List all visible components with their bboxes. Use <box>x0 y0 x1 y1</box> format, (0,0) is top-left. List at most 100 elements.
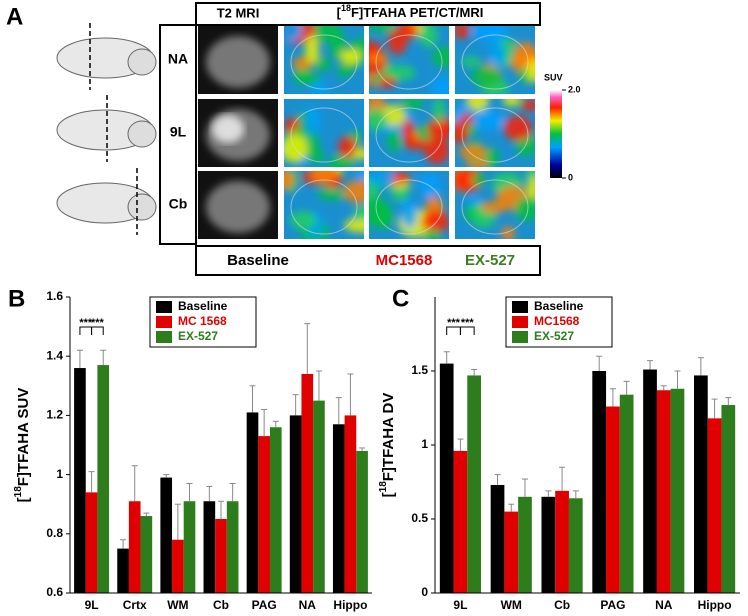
mri-brain <box>206 36 270 88</box>
pet-blob <box>339 49 363 65</box>
legend-swatch <box>512 301 528 313</box>
cerebellum <box>127 193 157 221</box>
x-tick-label: 9L <box>453 598 467 612</box>
bar <box>332 424 345 593</box>
pet-blob <box>455 122 469 144</box>
error-bar <box>521 478 528 497</box>
pet-blob <box>419 173 440 198</box>
pet-blob <box>387 28 408 55</box>
header-box <box>195 2 541 26</box>
error-bar <box>88 471 95 493</box>
error-bar <box>76 349 83 369</box>
pet-blob <box>357 171 364 180</box>
pet-blob <box>432 99 445 124</box>
pet-blob <box>304 106 321 136</box>
error-bar <box>457 438 464 451</box>
bar <box>140 516 153 593</box>
error-bar <box>272 420 279 428</box>
pet-blob <box>489 40 505 69</box>
error-bar <box>174 503 181 540</box>
bar <box>269 427 282 593</box>
condition-box <box>195 245 541 276</box>
bar <box>313 400 325 593</box>
row-label: 9L <box>170 124 187 140</box>
bar <box>619 394 634 593</box>
legend-swatch <box>156 331 172 343</box>
error-bar <box>359 447 366 451</box>
error-bar <box>508 503 515 512</box>
error-bar <box>261 408 268 437</box>
image-cell <box>369 99 449 167</box>
skull-outline <box>461 107 529 163</box>
x-tick-label: Hippo <box>333 598 367 612</box>
panel-label: C <box>392 285 409 312</box>
bar <box>555 490 569 593</box>
bar <box>568 498 583 593</box>
image-cell <box>284 26 364 94</box>
y-tick-label: 1.5 <box>411 363 428 377</box>
error-bar <box>249 385 256 413</box>
error-bar <box>443 351 450 364</box>
skull-outline <box>375 179 443 235</box>
error-bar <box>494 474 501 485</box>
error-bar <box>559 466 566 491</box>
image-cell <box>455 99 535 167</box>
y-tick-label: 0 <box>421 585 428 599</box>
error-bar <box>335 397 342 425</box>
skull-outline <box>375 107 443 163</box>
bar <box>85 492 98 593</box>
colorbar <box>550 90 562 178</box>
pet-blob <box>472 110 504 130</box>
error-bar <box>131 465 138 502</box>
pet-blob <box>401 118 415 142</box>
y-tick-label: 1 <box>421 437 428 451</box>
pet-blob <box>470 203 483 219</box>
pet-blob <box>327 156 355 167</box>
error-bar <box>120 539 127 549</box>
legend-label: EX-527 <box>534 329 574 343</box>
pet-blob <box>527 176 535 202</box>
pet-blob <box>289 211 317 230</box>
pet-blob <box>471 172 486 187</box>
error-bar <box>596 355 603 371</box>
pet-blob <box>526 59 535 83</box>
pet-blob <box>514 196 535 222</box>
image-cell <box>455 26 535 94</box>
bar <box>467 375 482 593</box>
pet-blob <box>430 76 449 94</box>
significance-bracket <box>459 326 475 335</box>
error-bar <box>100 349 107 366</box>
image-grid <box>198 26 535 239</box>
x-tick-label: Hippo <box>698 598 732 612</box>
bar <box>301 373 314 593</box>
skull-outline <box>461 179 529 235</box>
error-bar <box>647 360 654 370</box>
skull-outline <box>375 34 443 90</box>
pet-blob <box>478 201 507 214</box>
pet-blob <box>369 53 389 64</box>
error-bar <box>304 323 311 374</box>
colorbar-label: SUV <box>544 72 563 82</box>
y-tick-label: 0.6 <box>46 585 63 599</box>
bar <box>670 388 685 593</box>
pet-blob <box>520 99 535 111</box>
error-bar <box>163 474 170 478</box>
legend-swatch <box>156 301 172 313</box>
image-cell <box>198 171 278 239</box>
y-axis-label: [18F]TFAHA SUV <box>13 388 32 503</box>
pet-blobs <box>455 171 535 239</box>
legend-swatch <box>512 331 528 343</box>
panel-label: B <box>8 285 25 312</box>
y-tick-label: 1.6 <box>46 289 63 303</box>
bar <box>656 390 671 593</box>
pet-blob <box>400 99 424 110</box>
bar <box>356 450 368 593</box>
mri-brain <box>206 181 270 233</box>
pet-blob <box>485 26 507 36</box>
row-label: NA <box>168 51 188 67</box>
pet-blob <box>317 188 345 201</box>
legend-label: MC 1568 <box>178 314 227 328</box>
row-label: Cb <box>169 196 188 212</box>
significance-bracket <box>91 326 104 335</box>
y-tick-label: 1.4 <box>46 348 63 362</box>
